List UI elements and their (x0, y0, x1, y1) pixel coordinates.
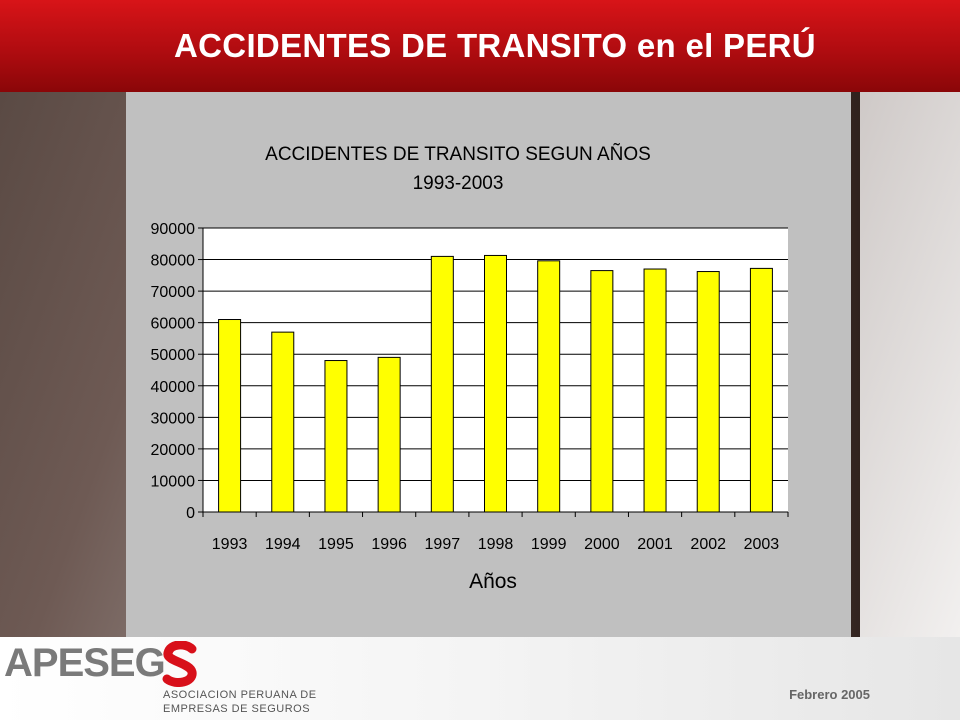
association-name: ASOCIACION PERUANA DE EMPRESAS DE SEGURO… (163, 688, 383, 716)
bar-2002 (696, 271, 720, 513)
x-tick-label: 1993 (212, 536, 248, 553)
chart-panel: ACCIDENTES DE TRANSITO SEGUN AÑOS 1993-2… (126, 92, 851, 637)
x-tick-label: 2002 (690, 536, 726, 553)
x-tick-label: 1998 (478, 536, 514, 553)
bar-2003 (749, 267, 773, 513)
footer (0, 637, 960, 720)
y-tick-label: 10000 (151, 473, 196, 490)
bar-1993 (218, 319, 242, 513)
page-title: ACCIDENTES DE TRANSITO en el PERÚ (174, 27, 816, 64)
y-tick-label: 30000 (151, 410, 196, 427)
apeseg-logo: APESEG (4, 641, 166, 685)
y-tick-label: 20000 (151, 442, 196, 459)
bar-chart: ACCIDENTES DE TRANSITO SEGUN AÑOS 1993-2… (151, 143, 789, 593)
x-tick-label: 1997 (425, 536, 461, 553)
bar-1997 (430, 255, 454, 513)
y-tick-label: 60000 (151, 316, 196, 333)
bar-2001 (643, 268, 667, 513)
bar-1994 (271, 331, 295, 513)
chart-subtitle: 1993-2003 (413, 173, 504, 194)
bar-1999 (537, 260, 561, 513)
x-tick-label: 2000 (584, 536, 620, 553)
bar-1996 (377, 356, 401, 513)
association-line-2: EMPRESAS DE SEGUROS (163, 703, 311, 715)
x-tick-label: 2003 (744, 536, 780, 553)
y-tick-label: 50000 (151, 347, 196, 364)
bar-1998 (484, 254, 507, 513)
y-tick-label: 90000 (151, 221, 196, 238)
x-tick-label: 1995 (318, 536, 354, 553)
association-line-1: ASOCIACION PERUANA DE (163, 689, 317, 701)
bar-1995 (324, 360, 348, 513)
y-tick-label: 70000 (151, 284, 196, 301)
x-tick-label: 2001 (637, 536, 673, 553)
y-tick-label: 40000 (151, 379, 196, 396)
chart-title: ACCIDENTES DE TRANSITO SEGUN AÑOS (265, 143, 651, 165)
y-tick-label: 0 (186, 505, 195, 522)
apeseg-s-logo-icon (162, 641, 197, 687)
x-tick-label: 1996 (371, 536, 407, 553)
y-tick-label: 80000 (151, 253, 196, 270)
x-tick-label: 1994 (265, 536, 301, 553)
x-tick-label: 1999 (531, 536, 567, 553)
header-bar: ACCIDENTES DE TRANSITO en el PERÚ (0, 0, 960, 92)
date-label: Febrero 2005 (789, 687, 870, 702)
x-axis-label: Años (469, 570, 517, 593)
bar-2000 (590, 270, 614, 513)
